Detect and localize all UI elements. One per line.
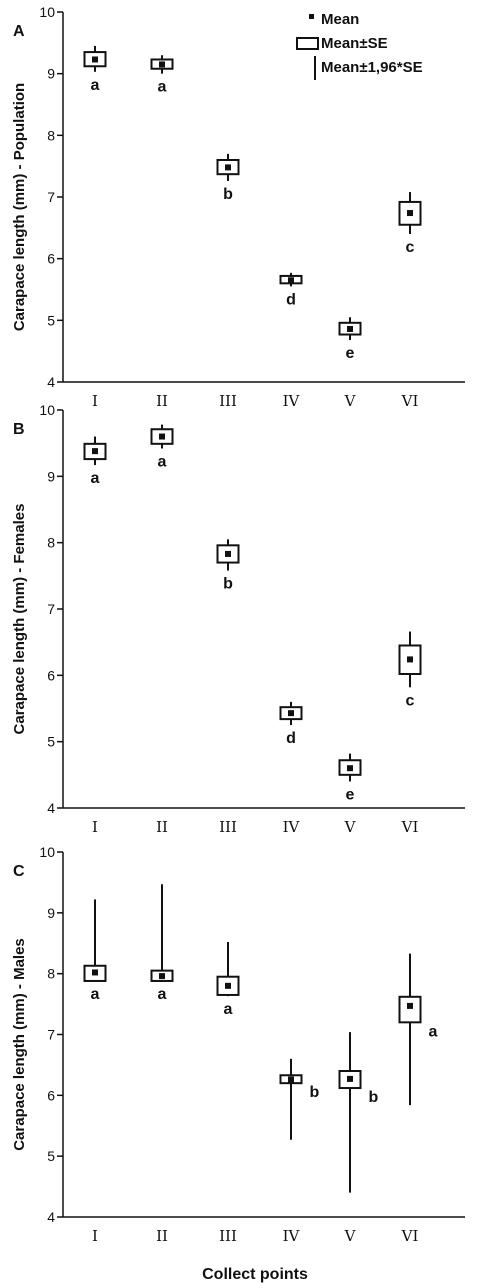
y-tick-label: 10 [39, 4, 55, 20]
significance-letter: a [91, 77, 100, 94]
y-axis-title: Carapace length (mm) - Females [11, 504, 28, 735]
significance-letter: e [346, 345, 355, 362]
x-tick-label: IV [283, 818, 301, 836]
significance-letter: a [429, 1023, 438, 1040]
y-tick-label: 5 [47, 312, 55, 328]
y-tick-label: 6 [47, 251, 55, 267]
x-tick-label: III [219, 818, 237, 836]
panel-a: 4 5 6 7 8 9 10 Carapace length (mm) - Populatio… [11, 4, 465, 410]
mean-marker [159, 433, 165, 440]
panel-c: 4 5 6 7 8 9 10 Carapace length (mm) - Males C Ia I… [11, 844, 465, 1245]
y-tick-label: 5 [47, 734, 55, 750]
legend-mean-label: Mean [321, 11, 359, 28]
y-tick-label: 7 [47, 189, 55, 205]
mean-marker [407, 656, 413, 663]
x-tick-label: VI [401, 818, 419, 836]
x-tick-label: V [344, 392, 357, 410]
x-tick-label: III [219, 1227, 237, 1245]
y-tick-label: 10 [39, 402, 55, 418]
mean-marker [159, 61, 165, 68]
significance-letter: a [158, 79, 167, 96]
mean-marker [92, 56, 98, 63]
y-tick-label: 9 [47, 905, 55, 921]
y-tick-label: 8 [47, 535, 55, 551]
legend-mean-swatch [309, 14, 314, 19]
y-tick-label: 7 [47, 601, 55, 617]
y-tick-label: 4 [47, 1209, 55, 1225]
significance-letter: c [406, 692, 415, 709]
mean-marker [347, 325, 353, 332]
y-tick-label: 6 [47, 1087, 55, 1103]
y-tick-label: 4 [47, 800, 55, 816]
significance-letter: a [91, 986, 100, 1003]
mean-marker [288, 277, 294, 284]
panel-label: B [13, 421, 25, 438]
se-box [398, 995, 422, 1024]
significance-letter: b [310, 1084, 320, 1101]
x-tick-label: VI [401, 392, 419, 410]
x-tick-label: I [92, 392, 98, 410]
y-tick-label: 8 [47, 966, 55, 982]
mean-marker [225, 550, 231, 557]
y-axis-title: Carapace length (mm) - Males [11, 938, 28, 1151]
significance-letter: d [286, 730, 296, 747]
mean-marker [347, 1075, 353, 1082]
mean-marker [347, 765, 353, 772]
x-tick-label: VI [401, 1227, 419, 1245]
x-tick-label: IV [283, 1227, 301, 1245]
significance-letter: a [158, 986, 167, 1003]
significance-letter: d [286, 291, 296, 308]
y-tick-label: 7 [47, 1027, 55, 1043]
x-tick-label: V [344, 818, 357, 836]
significance-letter: b [369, 1089, 379, 1106]
x-tick-label: II [156, 392, 168, 410]
x-axis-title: Collect points [202, 1266, 308, 1283]
legend: Mean Mean±SE Mean±1,96*SE [296, 11, 423, 80]
mean-marker [159, 973, 165, 980]
legend-se-label: Mean±SE [321, 35, 388, 52]
mean-marker [225, 164, 231, 171]
significance-letter: a [91, 470, 100, 487]
mean-marker [225, 982, 231, 989]
legend-se-swatch [296, 37, 319, 50]
y-tick-label: 9 [47, 66, 55, 82]
y-tick-label: 9 [47, 468, 55, 484]
significance-letter: c [406, 239, 415, 256]
y-tick-label: 6 [47, 667, 55, 683]
x-tick-label: V [344, 1227, 357, 1245]
significance-letter: a [158, 453, 167, 470]
significance-letter: b [223, 186, 233, 203]
panel-b: 4 5 6 7 8 9 10 Carapace length (mm) - Females B I… [11, 402, 465, 836]
x-tick-label: I [92, 818, 98, 836]
significance-letter: b [223, 576, 233, 593]
significance-letter: a [224, 1001, 233, 1018]
mean-marker [92, 448, 98, 455]
y-tick-label: 8 [47, 127, 55, 143]
mean-marker [288, 710, 294, 717]
x-tick-label: IV [283, 392, 301, 410]
y-tick-label: 10 [39, 844, 55, 860]
panel-label: A [13, 23, 25, 40]
panel-label: C [13, 863, 25, 880]
mean-marker [407, 210, 413, 217]
legend-ci-label: Mean±1,96*SE [321, 59, 423, 76]
significance-letter: e [346, 786, 355, 803]
y-tick-label: 4 [47, 374, 55, 390]
x-tick-label: II [156, 1227, 168, 1245]
mean-marker [288, 1076, 294, 1083]
x-tick-label: II [156, 818, 168, 836]
y-tick-label: 5 [47, 1148, 55, 1164]
x-tick-label: III [219, 392, 237, 410]
x-tick-label: I [92, 1227, 98, 1245]
mean-marker [92, 969, 98, 976]
y-axis-title: Carapace length (mm) - Population [11, 83, 28, 331]
mean-marker [407, 1002, 413, 1009]
